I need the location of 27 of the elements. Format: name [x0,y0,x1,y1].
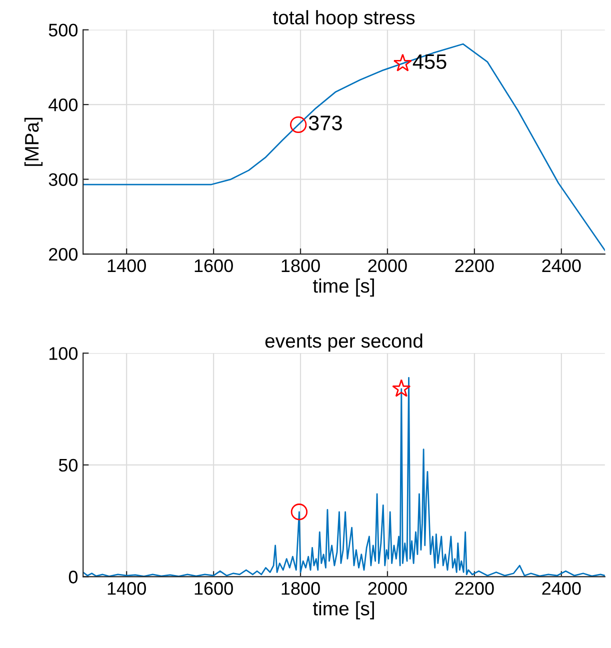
x-axis-title: time [s] [312,601,374,620]
y-tick-label: 100 [49,347,78,360]
y-tick-label: 300 [48,173,78,186]
data-label: 455 [412,54,446,70]
line-series [83,43,605,251]
x-tick-label: 1400 [108,259,146,272]
y-tick-label: 400 [48,98,78,112]
x-tick-label: 2400 [542,259,581,272]
x-tick-label: 2200 [455,259,494,272]
x-tick-label: 2000 [368,582,407,595]
x-tick-label: 2400 [542,582,581,595]
y-tick-label: 50 [58,458,78,472]
y-tick-label: 200 [49,248,78,261]
y-tick-label: 0 [68,570,78,584]
data-label: 373 [308,116,342,130]
x-tick-label: 2200 [455,582,494,595]
x-tick-label: 1600 [194,582,233,595]
chart-title: total hoop stress [272,10,415,28]
x-tick-label: 1600 [194,259,233,272]
y-tick-label: 500 [48,24,78,37]
x-tick-label: 1800 [282,259,320,272]
x-tick-label: 2000 [368,259,407,272]
x-axis-title: time [s] [312,278,374,297]
x-tick-label: 1800 [282,582,320,595]
x-tick-label: 1400 [108,582,146,595]
y-axis-title: [MPa] [24,118,43,166]
chart-title: events per second [265,334,422,352]
